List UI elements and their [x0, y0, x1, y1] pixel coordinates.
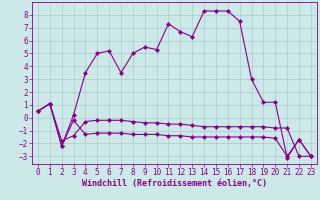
X-axis label: Windchill (Refroidissement éolien,°C): Windchill (Refroidissement éolien,°C) — [82, 179, 267, 188]
